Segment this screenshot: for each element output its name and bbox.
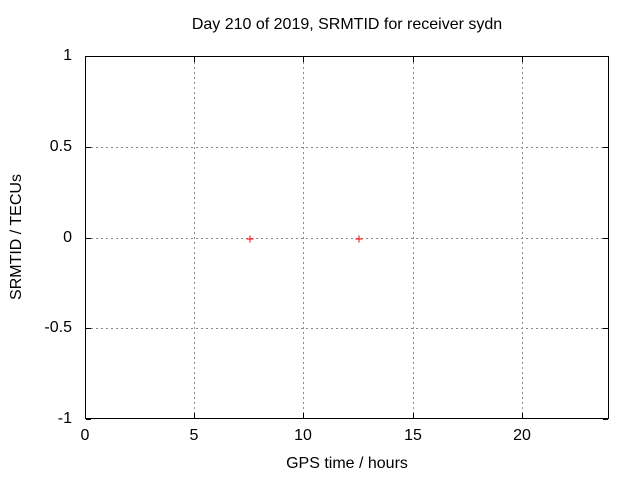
y-tick-left <box>86 238 91 239</box>
x-tick-bottom <box>413 413 414 418</box>
y-tick-left <box>86 56 91 57</box>
x-tick-label: 10 <box>294 427 312 444</box>
x-tick-top <box>194 57 195 62</box>
x-gridline <box>194 57 195 418</box>
y-tick-label: 1 <box>63 47 72 64</box>
x-tick-top <box>303 57 304 62</box>
y-gridline <box>86 147 608 148</box>
y-tick-right <box>603 419 608 420</box>
y-tick-left <box>86 419 91 420</box>
data-point-plus-marker <box>355 235 363 242</box>
x-tick-bottom <box>522 413 523 418</box>
plot-area <box>85 56 609 420</box>
x-tick-top <box>413 57 414 62</box>
x-gridline <box>413 57 414 418</box>
y-tick-right <box>603 328 608 329</box>
x-tick-bottom <box>303 413 304 418</box>
x-axis-label: GPS time / hours <box>286 455 408 472</box>
x-tick-label: 15 <box>404 427 422 444</box>
x-gridline <box>303 57 304 418</box>
y-tick-label: 0 <box>63 229 72 246</box>
x-tick-bottom <box>194 413 195 418</box>
x-tick-label: 0 <box>80 427 90 444</box>
chart-title: Day 210 of 2019, SRMTID for receiver syd… <box>191 16 503 33</box>
y-tick-label: -0.5 <box>44 319 72 336</box>
data-point-plus-marker <box>246 235 254 242</box>
y-tick-right <box>603 238 608 239</box>
y-tick-right <box>603 56 608 57</box>
x-tick-bottom <box>85 413 86 418</box>
x-tick-top <box>522 57 523 62</box>
y-tick-right <box>603 147 608 148</box>
y-tick-label: -1 <box>57 410 72 427</box>
y-tick-left <box>86 147 91 148</box>
x-tick-label: 20 <box>513 427 531 444</box>
x-tick-top <box>85 57 86 62</box>
x-tick-label: 5 <box>189 427 199 444</box>
y-gridline <box>86 328 608 329</box>
x-gridline <box>522 57 523 418</box>
y-gridline <box>86 238 608 239</box>
y-tick-label: 0.5 <box>49 138 72 155</box>
y-tick-left <box>86 328 91 329</box>
